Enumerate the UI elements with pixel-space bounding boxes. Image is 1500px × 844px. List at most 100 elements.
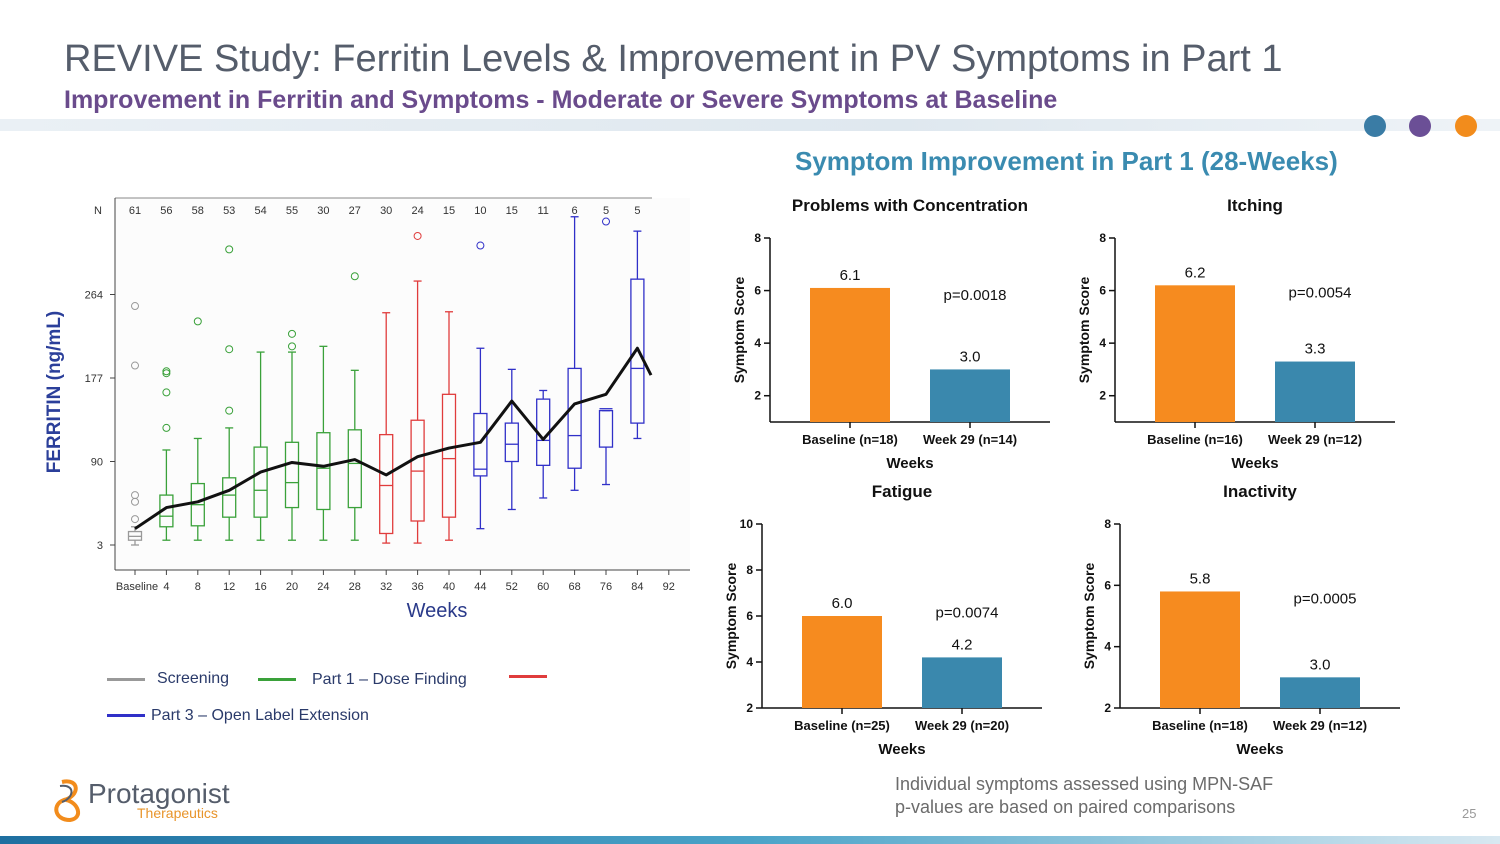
x-tick-label: Baseline [116, 581, 158, 593]
x-axis-title: Weeks [407, 600, 468, 622]
bar-week29 [1280, 677, 1360, 708]
bar-y-tick-label: 4 [1104, 640, 1111, 654]
box-iqr [316, 432, 331, 511]
bar-value-label: 6.2 [1185, 264, 1206, 281]
bar-y-tick-label: 2 [754, 389, 761, 403]
bar-y-tick-label: 4 [754, 336, 761, 350]
bar-y-tick-label: 2 [1104, 701, 1111, 715]
y-tick-label: 177 [85, 373, 103, 385]
decor-dot-blue [1364, 115, 1386, 137]
x-tick-label: 8 [195, 581, 201, 593]
y-tick-label: 264 [85, 290, 103, 302]
n-count-label: 56 [160, 205, 172, 217]
n-row-label: N [94, 205, 102, 217]
bar-value-label: 5.8 [1190, 570, 1211, 587]
x-tick-label: 16 [254, 581, 266, 593]
box-iqr [347, 429, 362, 509]
box-outlier [162, 367, 171, 376]
x-tick-label: 68 [568, 581, 580, 593]
n-count-label: 5 [634, 205, 640, 217]
n-count-label: 53 [223, 205, 235, 217]
page-number: 25 [1462, 806, 1477, 821]
footnote-pvalues: p-values are based on paired comparisons [895, 797, 1236, 817]
bar-baseline [810, 287, 890, 422]
n-count-label: 24 [411, 205, 423, 217]
bar-y-tick-label: 4 [746, 655, 753, 669]
bar-y-tick-label: 6 [1099, 284, 1106, 298]
x-tick-label: 60 [537, 581, 549, 593]
x-tick-label: 24 [317, 581, 329, 593]
y-axis-title: FERRITIN (ng/mL) [44, 311, 65, 474]
bar-y-tick-label: 8 [1104, 517, 1111, 531]
legend-screening-swatch [107, 678, 145, 681]
legend-part1-swatch [258, 678, 296, 681]
logo-subtitle: Therapeutics [137, 805, 218, 821]
bar-x-axis-title: Weeks [1231, 455, 1278, 472]
bar-x-tick-label: Baseline (n=16) [1147, 432, 1243, 447]
protagonist-logo-icon [54, 779, 81, 823]
legend-part3-swatch [107, 714, 145, 717]
y-tick-label: 3 [97, 540, 103, 552]
x-tick-label: 28 [349, 581, 361, 593]
box-outlier [131, 361, 139, 370]
plot-area [115, 198, 690, 570]
n-count-label: 30 [380, 205, 392, 217]
bar-y-tick-label: 6 [754, 284, 761, 298]
bar-x-tick-label: Week 29 (n=20) [915, 718, 1009, 733]
legend-screening-label: Screening [157, 670, 230, 687]
n-count-label: 11 [537, 205, 548, 217]
x-tick-label: 32 [380, 581, 392, 593]
bar-chart-title: Itching [1227, 196, 1283, 215]
box-outlier [131, 515, 139, 524]
box-outlier [476, 241, 485, 250]
n-count-label: 27 [349, 205, 361, 217]
box-iqr [441, 393, 457, 518]
box-outlier [225, 345, 234, 354]
bar-x-axis-title: Weeks [1236, 741, 1283, 758]
bar-chart-title: Problems with Concentration [792, 196, 1028, 215]
bar-chart-fatigue: Fatigue 2 4 6 8 10 Symptom Score 6.0 Baseline (n… [723, 482, 1042, 758]
x-tick-label: 76 [600, 581, 612, 593]
bar-value-label: 6.1 [840, 267, 861, 284]
box-iqr [253, 446, 268, 518]
box-outlier [350, 272, 359, 281]
bar-chart-itching: Itching 2 4 6 8 Symptom Score 6.2 Baseline (n=1… [1076, 196, 1395, 472]
bar-chart-concentration: Problems with Concentration 2 4 6 8 Symptom S… [731, 196, 1050, 472]
bar-week29 [922, 657, 1002, 708]
bar-chart-inactivity: Inactivity 2 4 6 8 Symptom Score 5.8 Baseline (… [1081, 482, 1400, 758]
mean-trend-line [134, 346, 653, 530]
bar-y-tick-label: 6 [1104, 578, 1111, 592]
bar-x-axis-title: Weeks [878, 741, 925, 758]
title-band [0, 119, 1500, 131]
box-outlier [413, 231, 422, 240]
bar-baseline [802, 616, 882, 708]
bar-x-tick-label: Week 29 (n=14) [923, 432, 1017, 447]
box-iqr [284, 441, 300, 509]
decor-dot-orange [1455, 115, 1477, 137]
box-iqr [222, 477, 237, 518]
n-count-label: 15 [443, 205, 455, 217]
legend-part1-label: Part 1 – Dose Finding [312, 671, 467, 688]
bar-x-tick-label: Baseline (n=18) [1152, 718, 1248, 733]
n-count-label: 58 [192, 205, 204, 217]
n-count-label: 5 [603, 205, 609, 217]
box-iqr [379, 433, 394, 535]
bar-y-tick-label: 8 [746, 563, 753, 577]
legend-part2-swatch [509, 675, 547, 678]
n-count-label: 30 [317, 205, 329, 217]
box-iqr [504, 422, 519, 463]
x-tick-label: 4 [163, 581, 169, 593]
box-iqr [567, 367, 582, 469]
bar-y-axis-title: Symptom Score [1081, 562, 1097, 669]
bar-value-label: 3.3 [1305, 341, 1326, 358]
bar-value-label: 3.0 [960, 348, 981, 365]
symptom-heading: Symptom Improvement in Part 1 (28-Weeks) [795, 146, 1338, 176]
box-outlier [225, 245, 234, 254]
x-tick-label: 20 [286, 581, 298, 593]
bar-value-label: 6.0 [832, 595, 853, 612]
n-count-label: 54 [254, 205, 266, 217]
bar-y-tick-label: 10 [740, 517, 754, 531]
n-count-label: 6 [572, 205, 578, 217]
bar-y-axis-title: Symptom Score [1076, 276, 1092, 383]
